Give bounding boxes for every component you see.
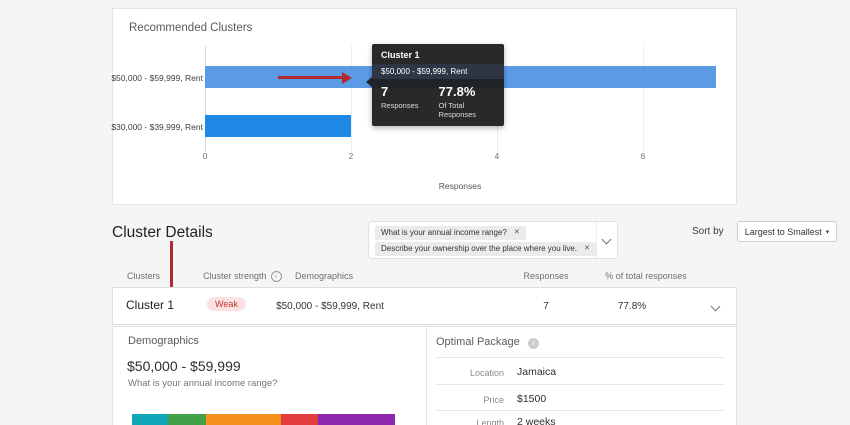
annotation-arrow-horizontal-head	[342, 72, 352, 84]
tooltip-responses: 7 Responses	[381, 85, 419, 119]
col-header-demographics: Demographics	[295, 271, 354, 281]
package-row-divider	[435, 357, 725, 358]
col-header-clusters: Clusters	[127, 271, 161, 281]
cluster-row-percent: 77.8%	[617, 301, 647, 312]
filter-tag-income-label: What is your annual income range?	[381, 228, 507, 237]
question-filter-combobox[interactable]: What is your annual income range? ✕ Desc…	[368, 221, 618, 259]
distribution-segment[interactable]	[132, 414, 168, 425]
x-tick-0: 0	[202, 152, 208, 161]
col-header-percent: % of total responses	[605, 271, 687, 281]
x-tick-4: 4	[494, 152, 500, 161]
sort-dropdown[interactable]: Largest to Smallest ▾	[737, 221, 837, 242]
tooltip-percent-label: Of Total Responses	[438, 101, 477, 119]
filter-tag-ownership-label: Describe your ownership over the place w…	[381, 244, 578, 253]
cluster-strength-badge: Weak	[207, 297, 246, 311]
package-location-label: Location	[469, 368, 504, 378]
package-length-value: 2 weeks	[517, 416, 556, 425]
package-row-divider	[435, 410, 725, 411]
demographics-value: $50,000 - $59,999	[127, 358, 241, 374]
distribution-segment[interactable]	[167, 414, 206, 425]
gridline	[351, 46, 352, 152]
optimal-package-title: Optimal Package i	[436, 336, 539, 349]
package-price-value: $1500	[517, 393, 547, 405]
package-location-value: Jamaica	[517, 366, 557, 378]
info-icon[interactable]: i	[527, 338, 539, 349]
chart-tooltip: Cluster 1 $50,000 - $59,999, Rent 7 Resp…	[372, 44, 504, 126]
package-row-divider	[435, 384, 725, 385]
info-icon[interactable]: i	[270, 271, 282, 282]
panel-divider	[426, 326, 427, 425]
tooltip-subtitle: $50,000 - $59,999, Rent	[372, 64, 504, 79]
x-tick-2: 2	[348, 152, 354, 161]
tooltip-percent: 77.8% Of Total Responses	[438, 84, 495, 120]
remove-tag-icon[interactable]: ✕	[584, 245, 590, 252]
tooltip-title: Cluster 1	[381, 50, 420, 60]
demographics-panel-title: Demographics	[128, 335, 199, 347]
col-header-strength-label: Cluster strength	[203, 271, 267, 281]
package-length-label: Length	[476, 418, 504, 425]
distribution-segment[interactable]	[318, 414, 395, 425]
optimal-package-title-label: Optimal Package	[436, 336, 520, 348]
annotation-arrow-vertical	[170, 241, 173, 292]
filter-tag-income[interactable]: What is your annual income range? ✕	[375, 226, 526, 240]
remove-tag-icon[interactable]: ✕	[513, 229, 520, 236]
caret-down-icon: ▾	[825, 228, 830, 236]
x-tick-6: 6	[640, 152, 646, 161]
x-axis-label: Responses	[438, 181, 482, 191]
chart-title: Recommended Clusters	[129, 22, 253, 34]
annotation-arrow-horizontal	[278, 76, 342, 79]
chart-axis-line	[205, 46, 206, 152]
gridline	[643, 46, 644, 152]
tooltip-percent-value: 77.8%	[438, 84, 476, 99]
tooltip-pointer	[366, 77, 372, 87]
sort-dropdown-value: Largest to Smallest	[744, 226, 822, 237]
distribution-segment[interactable]	[205, 414, 282, 425]
col-header-strength: Cluster strength i	[203, 271, 282, 282]
package-price-label: Price	[483, 395, 504, 405]
cluster-detail-panel	[112, 326, 737, 425]
chevron-down-icon[interactable]	[601, 234, 612, 245]
demographics-question: What is your annual income range?	[128, 378, 278, 389]
cluster-row-demographics: $50,000 - $59,999, Rent	[276, 301, 384, 312]
cluster-row-name: Cluster 1	[126, 298, 175, 312]
tooltip-responses-label: Responses	[381, 101, 419, 110]
bar-label-cluster-2: $30,000 - $39,999, Rent	[111, 122, 203, 132]
distribution-segment[interactable]	[281, 414, 319, 425]
cluster-details-heading: Cluster Details	[112, 224, 213, 241]
response-distribution-bar	[132, 414, 395, 425]
sort-by-label: Sort by	[692, 226, 724, 237]
bar-label-cluster-1: $50,000 - $59,999, Rent	[111, 73, 203, 83]
cluster-row-responses: 7	[543, 301, 549, 312]
filter-tag-ownership[interactable]: Describe your ownership over the place w…	[375, 242, 596, 256]
combobox-divider	[596, 222, 597, 258]
tooltip-responses-value: 7	[381, 84, 389, 99]
bar-cluster-2[interactable]	[205, 115, 351, 137]
col-header-responses: Responses	[523, 271, 569, 281]
